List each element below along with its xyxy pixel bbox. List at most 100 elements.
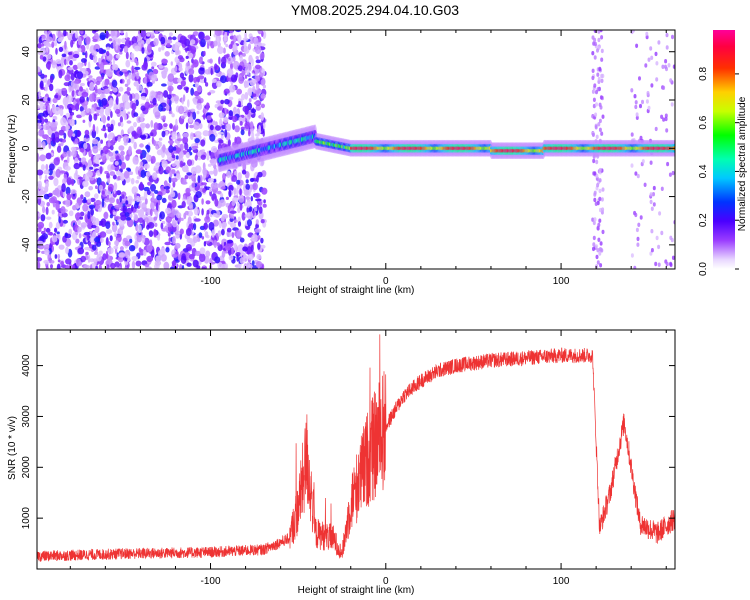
spectrogram-cell — [125, 252, 128, 259]
spectrogram-cell — [130, 52, 135, 59]
spectrogram-cell — [198, 253, 206, 263]
x-tick-label: -100 — [201, 276, 221, 287]
spectrogram-cell — [163, 261, 170, 269]
spectrogram-cell — [226, 68, 234, 77]
spectrogram-cell — [228, 96, 234, 101]
spectrogram-cell — [187, 111, 191, 118]
spectrogram-cell — [118, 252, 126, 258]
spectrogram-cell — [88, 114, 93, 122]
spectrogram-cell — [137, 224, 142, 234]
spectrogram-cell — [185, 152, 190, 159]
spectrogram-cell — [154, 222, 158, 227]
spectrogram-cell — [191, 173, 196, 182]
spectrogram-cell — [89, 166, 94, 170]
spectrogram-cell — [183, 112, 188, 118]
spectrogram-cell — [62, 190, 66, 198]
spectrogram-cell — [172, 219, 178, 228]
spectrogram-cell — [171, 43, 178, 51]
spectrogram-cell — [645, 99, 649, 104]
spectrogram-cell — [180, 255, 187, 264]
spectrogram-cell — [209, 58, 213, 64]
spectrogram-cell — [44, 174, 48, 181]
spectrogram-cell — [118, 145, 125, 151]
spectrogram-cell — [109, 214, 113, 219]
spectrogram-cell — [57, 259, 61, 263]
spectrogram-cell — [185, 187, 191, 194]
spectrogram-cell — [593, 83, 597, 88]
spectrogram-cell — [172, 146, 177, 151]
spectrogram-cell — [92, 55, 98, 63]
spectrogram-cell — [101, 98, 108, 106]
spectrogram-cell — [634, 171, 638, 176]
spectrogram-cell — [636, 242, 640, 247]
spectrogram-cell — [126, 120, 132, 124]
spectrogram-cell — [129, 93, 133, 102]
spectrogram-cell — [123, 113, 127, 121]
spectrogram-cell — [214, 198, 219, 207]
spectrogram-cell — [595, 159, 599, 165]
spectrogram-cell — [591, 68, 595, 74]
spectrogram-cell — [37, 119, 42, 123]
spectrogram-cell — [223, 116, 229, 124]
spectrogram-cell — [599, 30, 603, 33]
spectrogram-cell — [83, 137, 90, 143]
spectrogram-cell — [595, 89, 598, 95]
spectrogram-cell — [219, 199, 226, 207]
spectrogram-cell — [165, 215, 172, 223]
spectrogram-cell — [134, 66, 141, 70]
spectrogram-cell — [60, 117, 67, 126]
spectrogram-cell — [209, 124, 214, 131]
spectrogram-cell — [229, 215, 235, 219]
spectrogram-cell — [221, 214, 229, 219]
spectrogram-cell — [85, 134, 89, 139]
spectrogram-cell — [117, 122, 121, 127]
spectrogram-cell — [167, 140, 175, 144]
spectrogram-cell — [172, 260, 177, 267]
spectrogram-cell — [83, 264, 91, 269]
spectrogram-cell — [96, 126, 99, 135]
spectrogram-cell — [600, 78, 604, 84]
spectrogram-cell — [84, 129, 90, 136]
spectrogram-cell — [73, 53, 80, 59]
spectrogram-cell — [125, 154, 130, 161]
spectrogram-cell — [145, 123, 150, 129]
spectrogram-cell — [249, 177, 255, 183]
spectrogram-cell — [171, 177, 178, 183]
spectrogram-cell — [151, 91, 157, 96]
spectrogram-cell — [95, 185, 98, 189]
spectrogram-cell — [109, 156, 115, 163]
spectrogram-cell — [598, 127, 602, 132]
spectrogram-cell — [208, 66, 211, 75]
spectrogram-cell — [241, 211, 246, 221]
spectrogram-cell — [244, 92, 249, 100]
spectrogram-cell — [72, 205, 77, 211]
spectrogram-cell — [241, 93, 246, 101]
spectrogram-cell — [102, 115, 107, 124]
spectrogram-cell — [107, 178, 111, 184]
spectrogram-cell — [260, 79, 265, 86]
spectrogram-cell — [79, 216, 84, 220]
spectrogram-cell — [224, 129, 228, 138]
spectrogram-cell — [58, 244, 65, 250]
spectrogram-cell — [70, 189, 77, 194]
spectrogram-cell — [251, 58, 254, 67]
spectrogram-cell — [158, 47, 162, 52]
spectrogram-cell — [236, 88, 243, 95]
spectrogram-cell — [596, 248, 600, 253]
spectrogram-cell — [116, 201, 123, 205]
x-tick-label: 0 — [383, 576, 389, 587]
spectrogram-cell — [105, 229, 113, 235]
spectrogram-cell — [88, 204, 95, 210]
spectrogram-cell — [108, 197, 115, 204]
spectrogram-cell — [175, 118, 178, 127]
spectrogram-cell — [165, 189, 170, 194]
spectrogram-cell — [218, 112, 225, 119]
spectrogram-cell — [596, 72, 600, 77]
spectrogram-cell — [196, 110, 200, 115]
spectrogram-cell — [70, 39, 74, 48]
spectrogram-cell — [601, 229, 605, 235]
spectrogram-cell — [652, 192, 655, 197]
spectrogram-cell — [654, 51, 658, 57]
spectrogram-cell — [92, 155, 100, 164]
spectrogram-cell — [51, 235, 58, 243]
